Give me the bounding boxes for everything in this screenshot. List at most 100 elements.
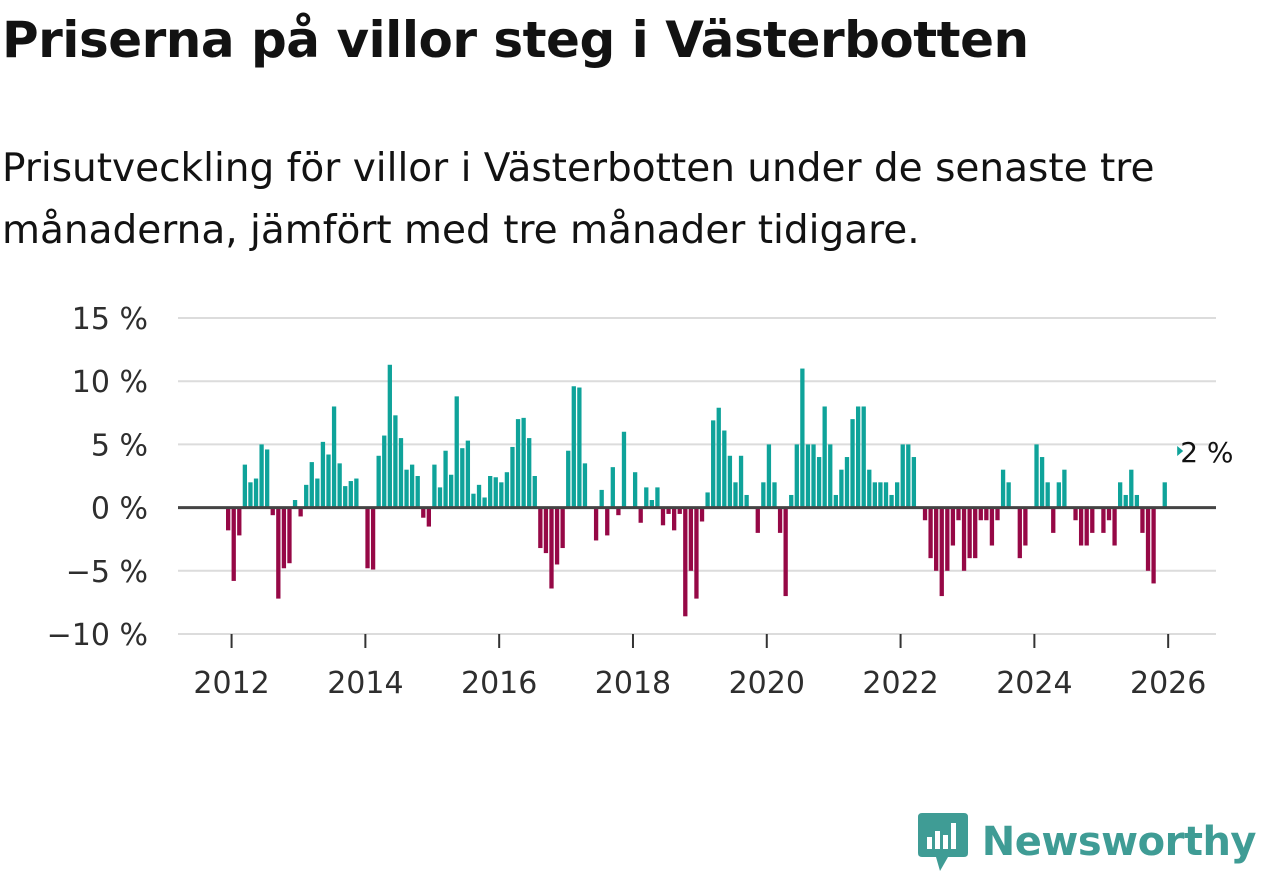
bar <box>454 396 459 508</box>
bar <box>532 476 537 508</box>
bar <box>1017 507 1022 559</box>
bar <box>1106 507 1112 521</box>
bar <box>945 507 950 571</box>
x-tick-label: 2022 <box>862 666 938 701</box>
bar <box>259 444 264 508</box>
bar <box>281 507 287 569</box>
bar <box>794 444 799 508</box>
bar <box>616 507 621 516</box>
bar <box>415 476 420 508</box>
bar <box>270 507 275 516</box>
annotation: 2 % <box>1177 436 1234 469</box>
bar <box>1090 507 1095 533</box>
bar <box>510 446 515 508</box>
bar <box>276 507 281 599</box>
bar <box>499 482 504 508</box>
bar <box>911 457 917 508</box>
bar <box>889 494 894 508</box>
bar <box>1051 507 1056 533</box>
bar <box>883 482 889 508</box>
bar <box>331 406 337 508</box>
bar <box>226 507 231 531</box>
bar <box>755 507 760 533</box>
bar <box>1101 507 1106 533</box>
bar <box>1034 444 1039 508</box>
bar <box>1056 482 1061 508</box>
bar <box>543 507 549 554</box>
bar <box>688 507 694 571</box>
x-tick-label: 2014 <box>327 666 403 701</box>
bar <box>727 455 733 508</box>
bar <box>432 464 437 508</box>
bar <box>934 507 939 571</box>
annotation-pointer <box>1177 446 1184 456</box>
y-tick-label: 15 % <box>72 302 148 337</box>
bar <box>237 507 242 536</box>
bar <box>699 507 705 522</box>
bar <box>1145 507 1151 571</box>
bar <box>722 430 727 508</box>
bar <box>978 507 983 521</box>
bar <box>253 478 259 508</box>
bar <box>348 481 353 508</box>
bar <box>855 406 861 508</box>
bar <box>1134 494 1140 508</box>
bar <box>1112 507 1117 546</box>
bar <box>460 448 465 508</box>
bar <box>811 444 816 508</box>
bar <box>655 487 660 508</box>
bar <box>521 417 526 508</box>
bar <box>370 507 376 570</box>
bar <box>409 464 415 508</box>
bar <box>571 386 576 508</box>
bar <box>248 482 253 508</box>
bar <box>733 482 738 508</box>
bar <box>605 507 610 536</box>
bar <box>872 482 877 508</box>
bar <box>538 507 543 549</box>
bar <box>231 507 236 581</box>
bar <box>967 507 972 559</box>
bar <box>482 497 487 508</box>
bar <box>711 420 716 508</box>
bar <box>772 482 777 508</box>
bar <box>1129 469 1134 508</box>
bar <box>599 489 604 508</box>
bar <box>337 463 342 508</box>
bar <box>744 494 749 508</box>
bar <box>766 444 772 508</box>
bar <box>582 463 588 508</box>
bar <box>515 419 521 508</box>
bar <box>287 507 292 564</box>
bar <box>1006 482 1011 508</box>
bar <box>995 507 1000 521</box>
bar <box>789 494 794 508</box>
bars <box>226 364 1167 617</box>
bar <box>895 482 900 508</box>
bar <box>683 507 688 617</box>
bar <box>694 507 699 599</box>
bar <box>867 469 872 508</box>
bar <box>805 444 811 508</box>
bar <box>844 457 850 508</box>
bar <box>1118 482 1123 508</box>
bar <box>632 472 638 508</box>
bar <box>393 415 398 508</box>
bar <box>939 507 944 597</box>
bar <box>488 476 493 508</box>
bar <box>549 507 554 589</box>
bar <box>1140 507 1145 533</box>
bar <box>343 486 348 508</box>
bar <box>878 482 883 508</box>
chart-subtitle: Prisutveckling för villor i Västerbotten… <box>2 146 1155 253</box>
y-tick-label: 10 % <box>72 365 148 400</box>
bar <box>922 507 928 521</box>
bar <box>560 507 565 549</box>
bar <box>242 464 248 508</box>
bar <box>1151 507 1156 584</box>
bar <box>1073 507 1078 521</box>
y-tick-label: −10 % <box>47 618 148 653</box>
bar <box>822 406 827 508</box>
bar <box>906 444 911 508</box>
